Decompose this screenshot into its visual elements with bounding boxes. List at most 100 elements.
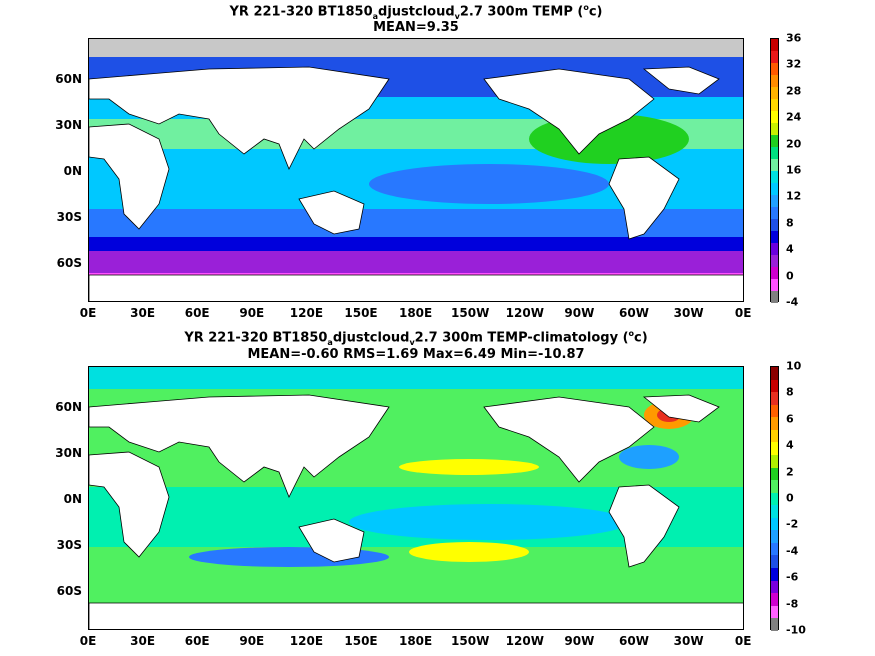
top-colorbar-swatch — [771, 159, 778, 171]
top-colorbar-swatch — [771, 231, 778, 243]
top-map-canvas — [89, 39, 743, 301]
top-colorbar-label: 0 — [786, 269, 794, 283]
bottom-colorbar-swatch — [771, 454, 778, 468]
bottom-map-canvas — [89, 367, 743, 629]
top-title-sub-v: v — [454, 11, 460, 21]
bottom-colorbar-swatch — [771, 417, 778, 430]
bottom-colorbar-swatch — [771, 492, 778, 506]
bottom-lon-label: 0E — [734, 634, 752, 648]
top-lon-label: 150E — [344, 306, 378, 320]
bottom-colorbar-label: 4 — [786, 438, 794, 452]
bottom-colorbar-label: -2 — [786, 517, 799, 531]
bottom-colorbar-label: -4 — [786, 544, 799, 558]
bottom-lat-30n: 30N — [55, 446, 82, 460]
top-colorbar-swatch — [771, 195, 778, 207]
top-map-stats: MEAN=9.35 — [373, 20, 459, 35]
bottom-map-title: YR 221-320 BT1850adjustcloudv2.7 300m TE… — [88, 326, 744, 351]
bottom-lon-label: 120E — [289, 634, 324, 648]
top-title-text: YR 221-320 BT1850 — [229, 4, 373, 20]
bottom-colorbar-swatch — [771, 593, 778, 606]
top-map-panel — [88, 38, 744, 302]
bottom-lat-60s: 60S — [56, 584, 82, 598]
bottom-colorbar-swatch — [771, 379, 778, 393]
bottom-lat-60n: 60N — [55, 400, 82, 414]
top-colorbar-swatch — [771, 123, 778, 135]
bottom-colorbar-label: 8 — [786, 385, 794, 399]
bottom-colorbar-label: 0 — [786, 491, 794, 505]
bottom-colorbar-label: -10 — [786, 623, 806, 637]
top-lon-label: 120W — [505, 306, 544, 320]
top-lon-label: 150W — [451, 306, 490, 320]
top-colorbar-label: 16 — [786, 163, 802, 177]
bottom-colorbar-swatch — [771, 404, 778, 418]
top-lat-60s: 60S — [56, 256, 82, 270]
top-lon-label: 90W — [564, 306, 595, 320]
top-colorbar-swatch — [771, 87, 778, 99]
top-colorbar-swatch — [771, 267, 778, 279]
top-colorbar-label: -4 — [786, 295, 799, 309]
bottom-colorbar-swatch — [771, 442, 778, 455]
top-colorbar-swatch — [771, 171, 778, 183]
bottom-colorbar-swatch — [771, 480, 778, 493]
bottom-lon-label: 150E — [344, 634, 378, 648]
bottom-lon-label: 180E — [398, 634, 433, 648]
bottom-colorbar-swatch — [771, 467, 778, 481]
bottom-colorbar-swatch — [771, 517, 778, 531]
bottom-title-sub-v: v — [409, 337, 415, 347]
top-colorbar-label: 8 — [786, 216, 794, 230]
bottom-colorbar-swatch — [771, 392, 778, 405]
bottom-title-end: c) — [634, 330, 648, 346]
top-lon-label: 30E — [130, 306, 156, 320]
bottom-lon-label: 60W — [619, 634, 649, 648]
bottom-colorbar-swatch — [771, 580, 778, 594]
top-lat-0n: 0N — [63, 164, 82, 178]
bottom-title-sub-a: a — [327, 337, 333, 347]
bottom-colorbar-swatch — [771, 555, 778, 568]
bottom-colorbar-label: 10 — [786, 359, 802, 373]
bottom-colorbar-swatch — [771, 530, 778, 543]
top-colorbar-label: 32 — [786, 57, 802, 71]
bottom-colorbar-label: 2 — [786, 465, 794, 479]
top-title-suffix: 2.7 300m TEMP ( — [459, 4, 584, 20]
bottom-colorbar-label: -6 — [786, 570, 799, 584]
bottom-colorbar-label: 6 — [786, 412, 794, 426]
top-colorbar — [770, 38, 779, 303]
bottom-lon-label: 30W — [673, 634, 704, 648]
top-colorbar-swatch — [771, 63, 778, 75]
bottom-lat-0n: 0N — [63, 492, 82, 506]
bottom-lon-label: 150W — [451, 634, 490, 648]
top-colorbar-swatch — [771, 243, 778, 255]
top-colorbar-swatch — [771, 183, 778, 195]
bottom-title-text: YR 221-320 BT1850 — [184, 330, 328, 346]
top-title-end: c) — [588, 4, 603, 20]
bottom-title-suffix: 2.7 300m TEMP-climatology ( — [414, 330, 629, 346]
top-colorbar-swatch — [771, 39, 778, 51]
top-colorbar-label: 20 — [786, 137, 802, 151]
top-lat-60n: 60N — [55, 72, 82, 86]
top-colorbar-swatch — [771, 99, 778, 111]
top-colorbar-swatch — [771, 135, 778, 147]
bottom-map-stats: MEAN=-0.60 RMS=1.69 Max=6.49 Min=-10.87 — [247, 347, 585, 362]
bottom-lon-label: 90W — [564, 634, 595, 648]
bottom-lon-label: 60E — [184, 634, 210, 648]
bottom-lon-label: 120W — [505, 634, 544, 648]
bottom-title-degree: o — [628, 329, 635, 338]
top-lon-label: 180E — [398, 306, 433, 320]
bottom-colorbar-swatch — [771, 505, 778, 518]
bottom-map-panel — [88, 366, 744, 630]
top-lat-30s: 30S — [56, 210, 82, 224]
bottom-colorbar-swatch — [771, 367, 778, 380]
bottom-colorbar-swatch — [771, 605, 778, 619]
top-colorbar-label: 4 — [786, 242, 794, 256]
top-colorbar-swatch — [771, 219, 778, 231]
bottom-lon-label: 90E — [239, 634, 265, 648]
top-colorbar-swatch — [771, 51, 778, 63]
top-colorbar-label: 36 — [786, 31, 802, 45]
top-colorbar-label: 12 — [786, 189, 802, 203]
bottom-lat-30s: 30S — [56, 538, 82, 552]
top-lon-label: 90E — [239, 306, 265, 320]
top-title-mid: djustcloud — [378, 4, 455, 20]
top-colorbar-swatch — [771, 147, 778, 159]
top-colorbar-swatch — [771, 291, 778, 303]
top-map-title: YR 221-320 BT1850adjustcloudv2.7 300m TE… — [88, 0, 744, 25]
